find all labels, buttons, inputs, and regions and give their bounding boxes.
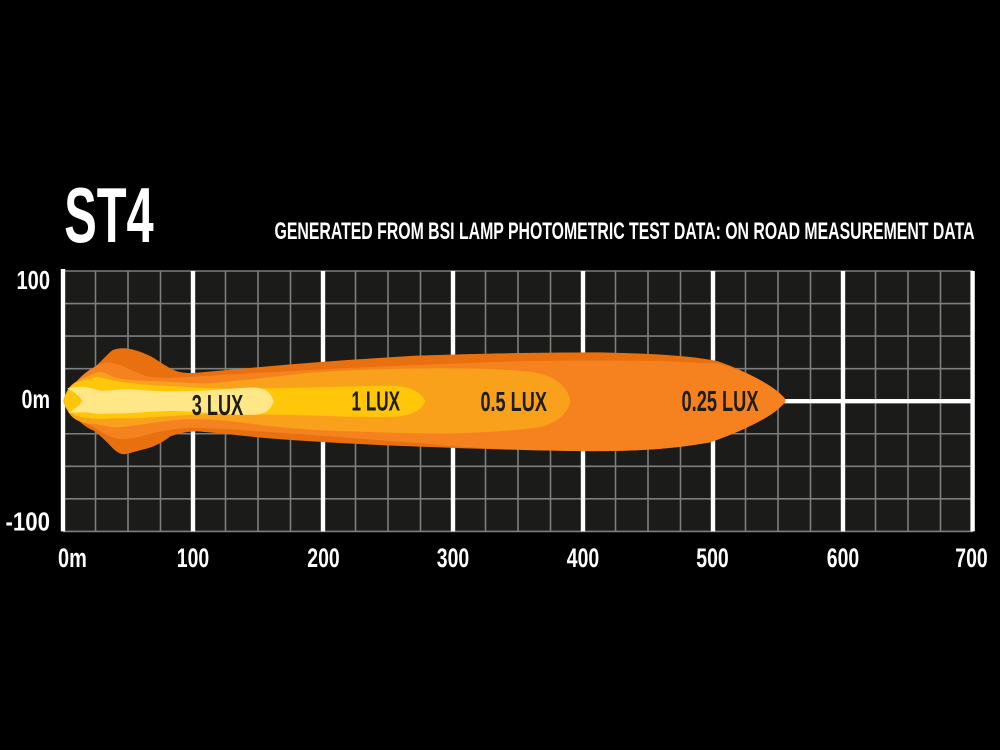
svg-text:GENERATED FROM BSI LAMP PHOTOM: GENERATED FROM BSI LAMP PHOTOMETRIC TEST… (275, 218, 975, 245)
svg-text:100: 100 (17, 265, 51, 295)
svg-text:-100: -100 (6, 507, 51, 537)
svg-text:700: 700 (955, 543, 987, 573)
svg-text:ST4: ST4 (64, 173, 154, 259)
svg-text:0m: 0m (22, 384, 51, 414)
svg-text:500: 500 (696, 543, 728, 573)
svg-text:400: 400 (567, 543, 599, 573)
svg-text:200: 200 (307, 543, 339, 573)
svg-text:300: 300 (437, 543, 469, 573)
svg-text:0m: 0m (58, 543, 87, 573)
svg-text:0.25 LUX: 0.25 LUX (682, 386, 759, 418)
svg-text:100: 100 (177, 543, 209, 573)
svg-text:600: 600 (827, 543, 859, 573)
svg-text:1 LUX: 1 LUX (352, 386, 401, 417)
svg-text:3 LUX: 3 LUX (192, 390, 244, 422)
svg-text:0.5 LUX: 0.5 LUX (480, 386, 547, 417)
